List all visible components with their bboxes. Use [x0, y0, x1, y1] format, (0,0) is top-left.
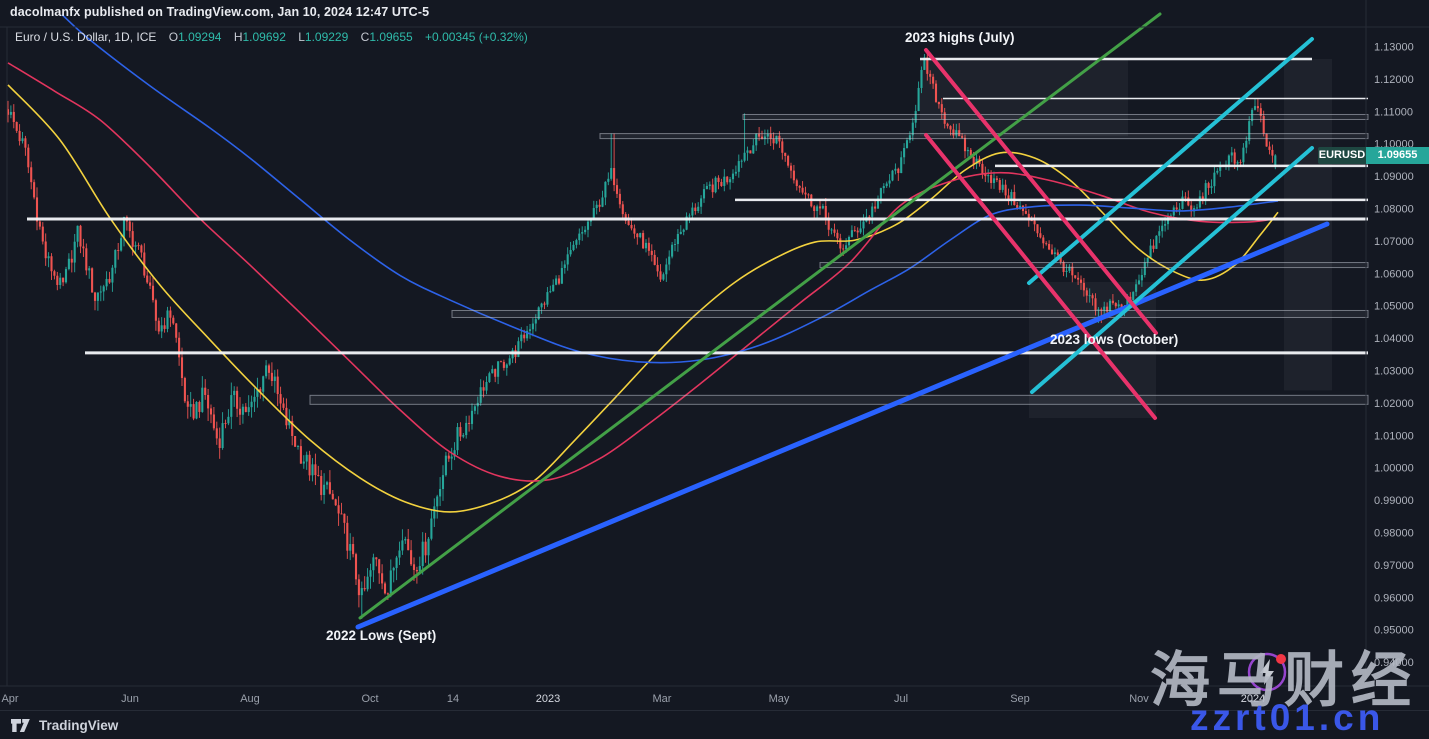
- chart-annotation: 2023 lows (October): [1050, 332, 1179, 347]
- price-tick-label: 1.12000: [1374, 74, 1414, 86]
- rising-channel-lower-cyan[interactable]: [1030, 146, 1314, 394]
- zone-1102[interactable]: [599, 133, 1369, 140]
- last-price-value: 1.09655: [1366, 146, 1429, 164]
- time-tick-label: 2023: [536, 693, 560, 705]
- time-tick-label: Aug: [240, 693, 260, 705]
- time-tick-label: Jul: [894, 693, 908, 705]
- rising-channel-upper-cyan[interactable]: [1027, 37, 1314, 285]
- publisher-bar: dacolmanfx published on TradingView.com,…: [10, 5, 430, 19]
- price-tick-label: 1.04000: [1374, 333, 1414, 345]
- tradingview-logo-icon[interactable]: [10, 718, 31, 733]
- ohlc-high-label: H: [233, 30, 243, 44]
- price-tick-label: 0.98000: [1374, 528, 1414, 540]
- price-tick-label: 1.09000: [1374, 171, 1414, 183]
- watermark-url: zzrt01.cn: [1190, 697, 1385, 738]
- ohlc-open-value: 1.09294: [178, 30, 222, 44]
- price-tick-label: 1.11000: [1374, 106, 1413, 118]
- zone-1108[interactable]: [742, 113, 1369, 120]
- falling-channel-upper-magenta[interactable]: [924, 48, 1158, 335]
- price-tick-label: 1.03000: [1374, 366, 1414, 378]
- time-tick-label: Jun: [121, 693, 139, 705]
- zone-1021[interactable]: [309, 394, 1369, 405]
- time-tick-label: Sep: [1010, 693, 1030, 705]
- price-tick-label: 1.07000: [1374, 236, 1414, 248]
- chart-legend: Euro / U.S. Dollar, 1D, ICE O1.09294 H1.…: [15, 30, 528, 44]
- price-tick-label: 0.99000: [1374, 495, 1414, 507]
- ohlc-low-value: 1.09229: [304, 30, 349, 44]
- symbol-title: Euro / U.S. Dollar, 1D, ICE: [15, 30, 157, 44]
- highlight-zones: [920, 58, 1332, 418]
- price-tick-label: 1.08000: [1374, 204, 1414, 216]
- price-tick-label: 0.97000: [1374, 560, 1414, 572]
- time-tick-label: 14: [447, 693, 459, 705]
- ohlc-close-value: 1.09655: [369, 30, 413, 44]
- sma-fast-yellow: [7, 84, 1279, 513]
- time-tick-label: Oct: [361, 693, 378, 705]
- time-tick-label: Apr: [1, 693, 18, 705]
- time-scale-labels: Apr Jun Aug Oct 14 2023 Mar May Jul Sep Nov 2024: [1, 693, 1265, 705]
- ohlc-close-label: C: [360, 30, 370, 44]
- symbol-chip: EURUSD: [1318, 146, 1366, 164]
- price-tick-label: 1.00000: [1374, 463, 1414, 475]
- change-readout: +0.00345 (+0.32%): [425, 30, 528, 44]
- sma-slow-blue: [61, 14, 1279, 364]
- price-tick-label: 1.05000: [1374, 301, 1414, 313]
- price-tick-label: 0.96000: [1374, 592, 1414, 604]
- price-scale[interactable]: [1366, 0, 1429, 686]
- zone-1048[interactable]: [451, 309, 1369, 318]
- uptrend-green-from-2022-lows[interactable]: [358, 12, 1162, 620]
- price-tick-label: 1.13000: [1374, 42, 1414, 54]
- ohlc-open-label: O: [168, 30, 179, 44]
- ohlc-low-label: L: [298, 30, 305, 44]
- watermark-brand-cjk: 海马财经: [1150, 647, 1418, 714]
- lightning-bolt-icon: [1247, 652, 1287, 692]
- price-tick-label: 1.01000: [1374, 430, 1414, 442]
- time-tick-label: 2024: [1241, 693, 1265, 705]
- price-tick-label: 0.94000: [1374, 657, 1414, 669]
- tradingview-brand-text[interactable]: TradingView: [39, 717, 119, 733]
- zone-1063[interactable]: [819, 262, 1369, 269]
- price-tick-label: 0.95000: [1374, 625, 1414, 637]
- uptrend-blue-from-2022-lows[interactable]: [355, 221, 1330, 630]
- footer-bar: TradingView: [0, 710, 1429, 739]
- july-highs-zone: [920, 58, 1128, 137]
- falling-channel-lower-magenta[interactable]: [924, 133, 1157, 420]
- moving-averages-layer: [7, 14, 1279, 513]
- sma-mid-crimson: [7, 62, 1279, 482]
- horizontal-levels-layer: [27, 57, 1369, 405]
- price-tick-label: 1.02000: [1374, 398, 1414, 410]
- trendlines-layer: [355, 12, 1330, 630]
- last-price-chip: EURUSD 1.09655: [1318, 146, 1429, 164]
- time-tick-label: Mar: [653, 693, 672, 705]
- price-scale-labels: 1.130001.120001.110001.100001.090001.080…: [1374, 42, 1414, 670]
- time-tick-label: Nov: [1129, 693, 1149, 705]
- chart-annotation: 2023 highs (July): [905, 30, 1015, 45]
- price-tick-label: 1.06000: [1374, 268, 1414, 280]
- chart-annotation: 2022 Lows (Sept): [326, 628, 437, 643]
- ohlc-high-value: 1.09692: [242, 30, 286, 44]
- time-tick-label: May: [769, 693, 790, 705]
